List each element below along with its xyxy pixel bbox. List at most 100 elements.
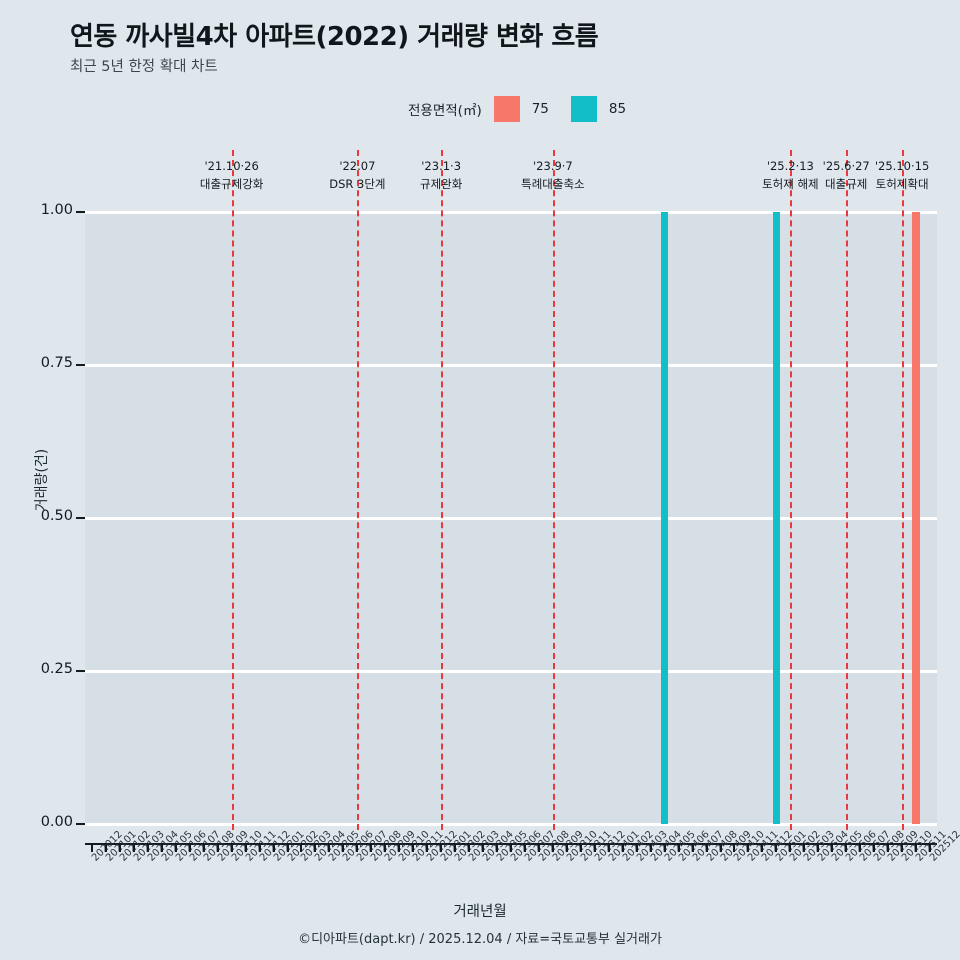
x-axis-tick <box>747 843 750 852</box>
x-axis-tick <box>803 843 806 852</box>
bar-85-202405 <box>661 212 669 824</box>
x-axis-tick <box>272 843 275 852</box>
x-axis-tick <box>929 843 932 852</box>
page-subtitle: 최근 5년 한정 확대 차트 <box>70 59 218 75</box>
gridline <box>85 516 937 520</box>
y-axis-title: 거래량(건) <box>34 448 51 512</box>
x-axis-tick <box>901 843 904 852</box>
event-date: '25.6·27 <box>822 159 870 173</box>
x-axis-tick <box>775 843 778 852</box>
x-axis-tick <box>789 843 792 852</box>
x-axis-tick <box>523 843 526 852</box>
x-axis-tick <box>216 843 219 852</box>
y-axis-tick-label: 0.50 <box>40 508 73 524</box>
legend-title: 전용면적(㎡) <box>408 103 482 119</box>
x-axis-tick <box>314 843 317 852</box>
legend-label-85: 85 <box>608 101 627 117</box>
x-axis-tick <box>705 843 708 852</box>
x-axis-tick <box>915 843 918 852</box>
event-annotation-202207: '22.07 DSR 3단계 <box>329 158 385 194</box>
x-axis-tick <box>258 843 261 852</box>
x-axis-tick <box>132 843 135 852</box>
x-axis-tick <box>468 843 471 852</box>
event-text: 규제완화 <box>419 176 463 191</box>
event-line-202301 <box>441 150 444 830</box>
bar-85-202501 <box>772 212 780 824</box>
y-axis-tick <box>76 823 85 825</box>
gridline <box>85 210 937 214</box>
x-axis-tick <box>188 843 191 852</box>
x-axis-tick <box>649 843 652 852</box>
gridline <box>85 669 937 673</box>
legend-swatch-85 <box>570 96 597 122</box>
x-axis-tick <box>90 843 93 852</box>
x-axis-tick <box>202 843 205 852</box>
page-title: 연동 까사빌4차 아파트(2022) 거래량 변화 흐름 <box>70 22 599 52</box>
plot-area <box>85 150 937 830</box>
x-axis-tick <box>565 843 568 852</box>
legend-swatch-75 <box>493 96 520 122</box>
event-line-202506 <box>846 150 849 830</box>
event-line-202110 <box>231 150 234 830</box>
x-axis-tick <box>384 843 387 852</box>
event-line-202502 <box>790 150 793 830</box>
event-line-202207 <box>357 150 360 830</box>
event-date: '25.2·13 <box>766 159 814 173</box>
x-axis-tick <box>426 843 429 852</box>
x-axis-tick <box>496 843 499 852</box>
event-date: '23.1·3 <box>421 159 462 173</box>
x-axis-tick <box>342 843 345 852</box>
event-line-202510 <box>902 150 905 830</box>
y-axis-tick-label: 1.00 <box>40 202 73 218</box>
x-axis-tick <box>370 843 373 852</box>
y-axis-tick <box>76 517 85 519</box>
event-annotation-202502: '25.2·13 토허제 해제 <box>762 158 819 194</box>
event-date: '21.10·26 <box>204 159 259 173</box>
x-axis-tick <box>398 843 401 852</box>
x-axis-tick <box>845 843 848 852</box>
chart-legend: 전용면적(㎡) 75 85 <box>408 96 648 122</box>
x-axis-tick <box>328 843 331 852</box>
y-axis-tick-label: 0.00 <box>40 814 73 830</box>
y-axis-tick-label: 0.75 <box>40 355 73 371</box>
x-axis-tick <box>593 843 596 852</box>
x-axis-tick <box>761 843 764 852</box>
x-axis-tick <box>482 843 485 852</box>
gridline <box>85 822 937 826</box>
y-axis-tick <box>76 211 85 213</box>
x-axis-tick <box>887 843 890 852</box>
x-axis-tick <box>104 843 107 852</box>
legend-label-75: 75 <box>531 101 549 117</box>
event-text: 토허제확대 <box>875 176 929 191</box>
footer-credit: ©디아파트(dapt.kr) / 2025.12.04 / 자료=국토교통부 실… <box>298 932 662 947</box>
x-axis-tick <box>635 843 638 852</box>
x-axis-tick <box>719 843 722 852</box>
event-text: 특례대출축소 <box>521 176 585 191</box>
x-axis-tick <box>230 843 233 852</box>
event-annotation-202110: '21.10·26 대출규제강화 <box>200 158 263 194</box>
x-axis-tick <box>691 843 694 852</box>
y-axis-tick <box>76 670 85 672</box>
x-axis-tick <box>579 843 582 852</box>
x-axis-tick <box>454 843 457 852</box>
x-axis-tick <box>733 843 736 852</box>
x-axis-tick <box>663 843 666 852</box>
x-axis-tick <box>551 843 554 852</box>
gridline <box>85 363 937 367</box>
x-axis-tick <box>873 843 876 852</box>
y-axis-tick-label: 0.25 <box>40 661 73 677</box>
x-axis-tick <box>412 843 415 852</box>
x-axis-tick <box>510 843 512 852</box>
bar-75-202511 <box>912 212 920 824</box>
event-annotation-202506: '25.6·27 대출규제 <box>823 158 870 194</box>
x-axis-tick <box>440 843 443 852</box>
event-annotation-202309: '23.9·7 특례대출축소 <box>521 158 584 194</box>
x-axis-tick <box>244 843 247 852</box>
x-axis-tick <box>621 843 624 852</box>
x-axis-tick <box>859 843 862 852</box>
x-axis-tick <box>118 843 121 852</box>
event-annotation-202301: '23.1·3 규제완화 <box>420 158 462 194</box>
x-axis-tick <box>817 843 820 852</box>
